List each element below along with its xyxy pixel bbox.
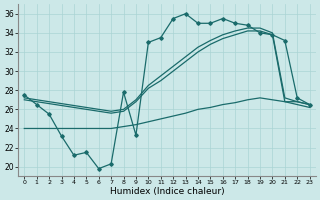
X-axis label: Humidex (Indice chaleur): Humidex (Indice chaleur)	[110, 187, 224, 196]
